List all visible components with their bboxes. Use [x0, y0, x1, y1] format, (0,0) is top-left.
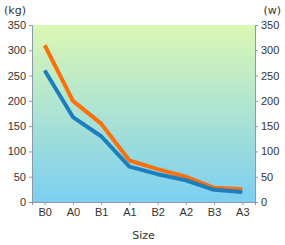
tick-mark	[255, 101, 258, 102]
tick: 300	[255, 44, 279, 56]
axis-title: Size	[132, 229, 155, 242]
tick-mark	[73, 202, 74, 205]
tick: 200	[255, 95, 279, 107]
tick: 150	[255, 120, 279, 132]
axis-line	[29, 26, 33, 203]
tick-label: 50	[14, 171, 26, 183]
tick-mark	[214, 202, 215, 205]
tick-label: 300	[261, 44, 279, 56]
tick-mark	[255, 151, 258, 152]
tick-mark	[242, 202, 243, 205]
tick-mark	[29, 126, 32, 127]
tick: 50	[14, 171, 32, 183]
tick-label: 0	[261, 196, 267, 208]
tick: 50	[255, 171, 273, 183]
tick-label: 200	[261, 95, 279, 107]
tick-label: A0	[67, 206, 80, 218]
axis-title: (kg)	[4, 4, 26, 17]
tick-label: B2	[151, 206, 164, 218]
tick: 250	[8, 70, 32, 82]
tick-label: A2	[180, 206, 193, 218]
tick: B0	[38, 202, 51, 218]
tick-label: 200	[8, 95, 26, 107]
tick: 150	[8, 120, 32, 132]
tick-label: 150	[261, 120, 279, 132]
tick-label: B3	[208, 206, 221, 218]
plot-background	[32, 25, 255, 202]
tick-label: 0	[20, 196, 26, 208]
tick-label: 350	[8, 19, 26, 31]
tick-mark	[255, 25, 258, 26]
tick-label: 250	[8, 70, 26, 82]
tick-mark	[158, 202, 159, 205]
tick: 0	[255, 196, 267, 208]
tick: 200	[8, 95, 32, 107]
tick-mark	[29, 50, 32, 51]
y2ticks-axis: 0 50 100 150 200 250 300 350	[255, 19, 279, 208]
axis-line	[256, 26, 259, 203]
tick: 100	[255, 145, 279, 157]
tick-mark	[255, 50, 258, 51]
tick-label: A1	[123, 206, 136, 218]
tick: 350	[8, 19, 32, 31]
tick-mark	[29, 151, 32, 152]
tick: 250	[255, 70, 279, 82]
tick-mark	[29, 76, 32, 77]
tick-label: 100	[261, 145, 279, 157]
x-axis: B0 A0 B1 A1 B2 A2 B3 A3	[33, 202, 256, 218]
tick-mark	[29, 202, 32, 203]
tick-mark	[255, 76, 258, 77]
tick-label: A3	[236, 206, 249, 218]
tick-label: B1	[95, 206, 108, 218]
tick-mark	[255, 177, 258, 178]
tick: A3	[236, 202, 249, 218]
tick-label: 100	[8, 145, 26, 157]
tick-mark	[45, 202, 46, 205]
tick-mark	[255, 126, 258, 127]
yticks-axis: 0 50 100 150 200 250 300 350	[8, 19, 33, 208]
tick-mark	[129, 202, 130, 205]
tick-mark	[29, 101, 32, 102]
tick-label: 300	[8, 44, 26, 56]
tick-mark	[29, 25, 32, 26]
tick: 0	[20, 196, 32, 208]
tick-label: 250	[261, 70, 279, 82]
series-line	[45, 71, 243, 192]
tick-label: 50	[261, 171, 273, 183]
tick-mark	[186, 202, 187, 205]
tick-label: 150	[8, 120, 26, 132]
axis-title: (w)	[263, 4, 281, 17]
tick-label: 350	[261, 19, 279, 31]
tick: 100	[8, 145, 32, 157]
tick: B1	[95, 202, 108, 218]
tick: A2	[180, 202, 193, 218]
tick: B3	[208, 202, 221, 218]
tick-label: B0	[38, 206, 51, 218]
tick: B2	[151, 202, 164, 218]
chart: 0 50 100 150 200 250 300 350 0 50 100 150 200 250 300 3…	[0, 0, 285, 245]
tick: A0	[67, 202, 80, 218]
tick: 300	[8, 44, 32, 56]
tick-mark	[101, 202, 102, 205]
axis-line	[33, 203, 256, 206]
plot-area	[45, 45, 243, 192]
tick: 350	[255, 19, 279, 31]
tick-mark	[29, 177, 32, 178]
tick: A1	[123, 202, 136, 218]
